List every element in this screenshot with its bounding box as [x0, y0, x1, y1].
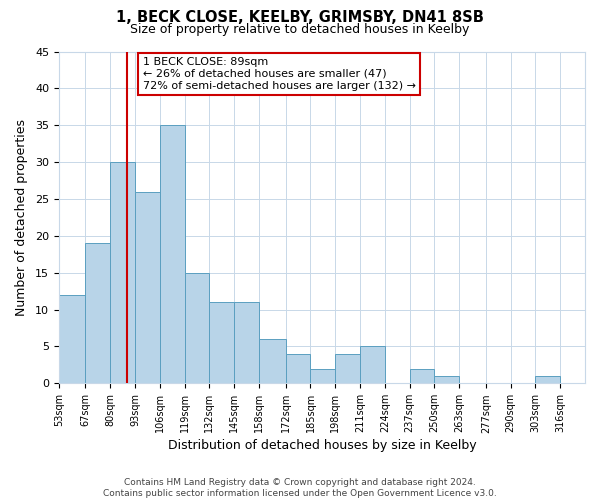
Bar [209, 302, 234, 384]
X-axis label: Distribution of detached houses by size in Keelby: Distribution of detached houses by size … [167, 440, 476, 452]
Bar [259, 339, 286, 384]
Bar [160, 125, 185, 384]
Y-axis label: Number of detached properties: Number of detached properties [15, 119, 28, 316]
Bar [185, 272, 209, 384]
Bar [535, 376, 560, 384]
Bar [434, 376, 459, 384]
Bar [335, 354, 360, 384]
Bar [59, 295, 85, 384]
Bar [85, 243, 110, 384]
Text: 1, BECK CLOSE, KEELBY, GRIMSBY, DN41 8SB: 1, BECK CLOSE, KEELBY, GRIMSBY, DN41 8SB [116, 10, 484, 25]
Bar [286, 354, 310, 384]
Text: Size of property relative to detached houses in Keelby: Size of property relative to detached ho… [130, 22, 470, 36]
Bar [110, 162, 135, 384]
Bar [360, 346, 385, 384]
Bar [310, 368, 335, 384]
Text: 1 BECK CLOSE: 89sqm
← 26% of detached houses are smaller (47)
72% of semi-detach: 1 BECK CLOSE: 89sqm ← 26% of detached ho… [143, 58, 416, 90]
Bar [234, 302, 259, 384]
Bar [135, 192, 160, 384]
Text: Contains HM Land Registry data © Crown copyright and database right 2024.
Contai: Contains HM Land Registry data © Crown c… [103, 478, 497, 498]
Bar [410, 368, 434, 384]
